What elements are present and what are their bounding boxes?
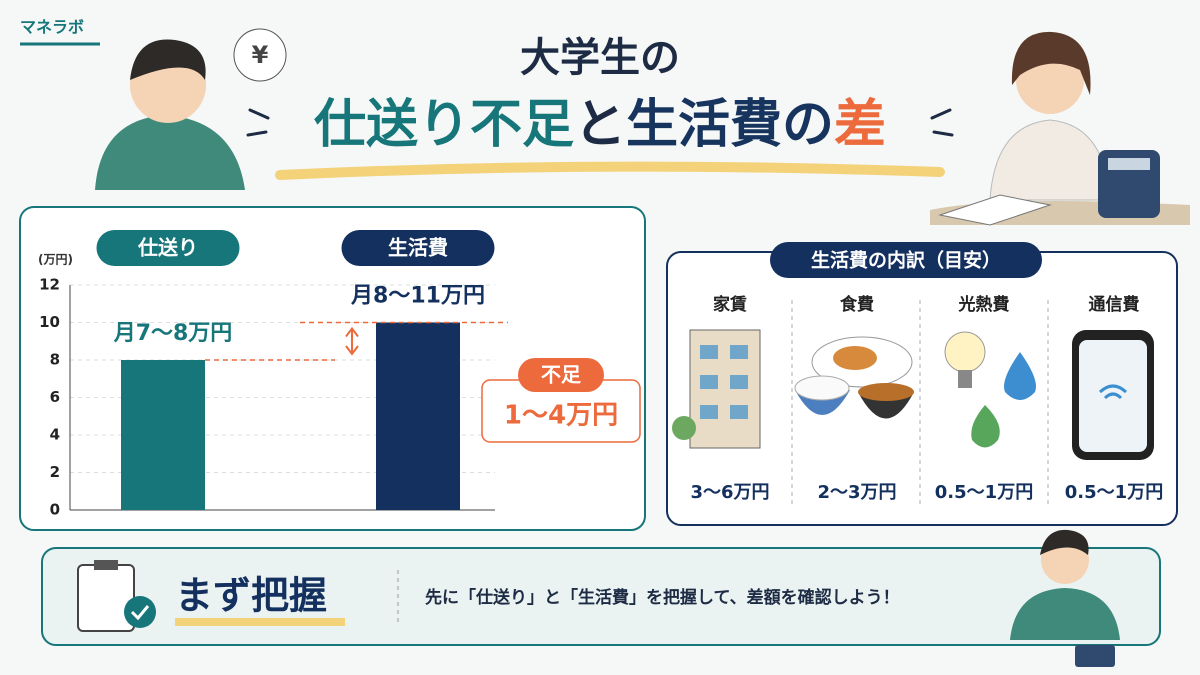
title-line2: 仕送り不足と生活費の差 xyxy=(314,95,886,155)
icon-food xyxy=(794,336,914,419)
icon-building xyxy=(672,329,761,449)
icon-clipboard xyxy=(77,560,156,632)
title-part: 差 xyxy=(834,95,886,155)
sparkles xyxy=(246,108,954,137)
footer-heading: まず把握 xyxy=(175,574,327,618)
item-label: 光熱費 xyxy=(958,294,1010,315)
breakdown-header-pill xyxy=(770,242,1042,278)
illustration-worried xyxy=(930,31,1190,226)
bar xyxy=(376,322,460,510)
footer-message: 先に「仕送り」と「生活費」を把握して、差額を確認しよう！ xyxy=(425,587,900,608)
item-amount: 0.5〜1万円 xyxy=(1065,482,1163,503)
logo: マネラボ xyxy=(20,18,84,37)
gap-label: 不足 xyxy=(541,363,582,387)
category-label: 仕送り xyxy=(137,236,198,260)
gap-arrow xyxy=(345,326,359,356)
title-line1: 大学生の xyxy=(520,35,680,81)
title-part: 仕送り不足 xyxy=(314,95,574,155)
separators xyxy=(791,300,1049,505)
svg-text:¥: ¥ xyxy=(252,41,269,69)
illustration-studying xyxy=(1010,529,1120,667)
item-amount: 2〜3万円 xyxy=(817,482,896,503)
category-pill xyxy=(96,230,240,266)
item-amount: 0.5〜1万円 xyxy=(935,482,1033,503)
y-tick-label: 8 xyxy=(50,351,60,369)
category-label: 生活費 xyxy=(388,236,448,260)
category-pill xyxy=(341,230,495,266)
title-part: 生活費の xyxy=(626,95,834,155)
y-unit: (万円) xyxy=(38,253,73,267)
item-label: 通信費 xyxy=(1089,294,1140,315)
item-label: 食費 xyxy=(840,294,874,315)
bar xyxy=(121,360,205,510)
y-tick-label: 6 xyxy=(50,388,60,406)
gap-value: 1〜4万円 xyxy=(504,401,618,431)
y-tick-label: 0 xyxy=(50,501,60,519)
item-label: 家賃 xyxy=(713,294,747,315)
bar-annotation: 月8〜11万円 xyxy=(350,284,485,309)
title-part: と xyxy=(574,95,626,155)
icon-utilities xyxy=(944,331,1036,448)
breakdown-title: 生活費の内訳（目安） xyxy=(811,249,1001,272)
title-underline xyxy=(275,161,945,180)
y-tick-label: 4 xyxy=(50,426,60,444)
bar-annotation: 月7〜8万円 xyxy=(113,321,233,346)
y-tick-label: 2 xyxy=(50,463,60,481)
icon-phone xyxy=(1072,330,1154,460)
item-amount: 3〜6万円 xyxy=(690,482,769,503)
y-tick-label: 10 xyxy=(39,313,60,331)
illustration-student: ¥ xyxy=(95,28,287,190)
gap-pill xyxy=(518,358,604,392)
y-tick-label: 12 xyxy=(39,276,60,294)
